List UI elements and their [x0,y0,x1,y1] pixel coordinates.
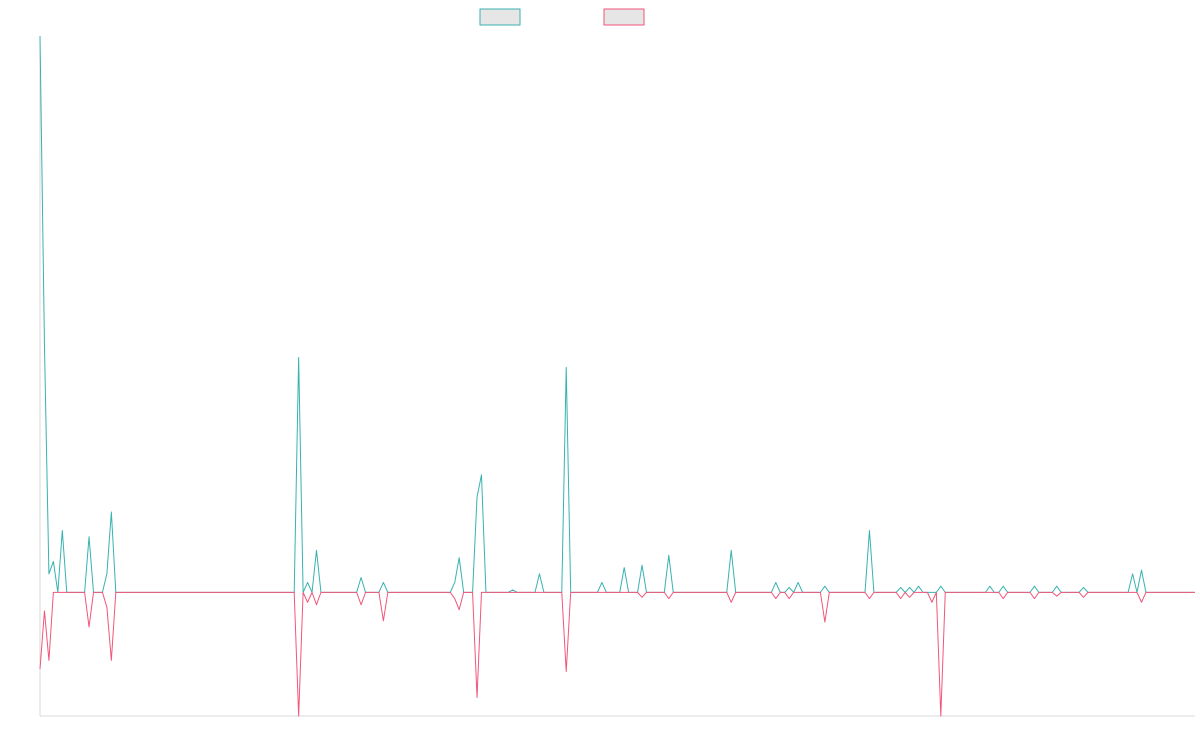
series-line [39,591,1195,717]
series-line [39,35,1195,593]
plot-area [39,35,1195,717]
legend [479,8,645,26]
legend-swatch[interactable] [479,8,521,26]
axes [39,36,1195,717]
legend-swatch[interactable] [603,8,645,26]
